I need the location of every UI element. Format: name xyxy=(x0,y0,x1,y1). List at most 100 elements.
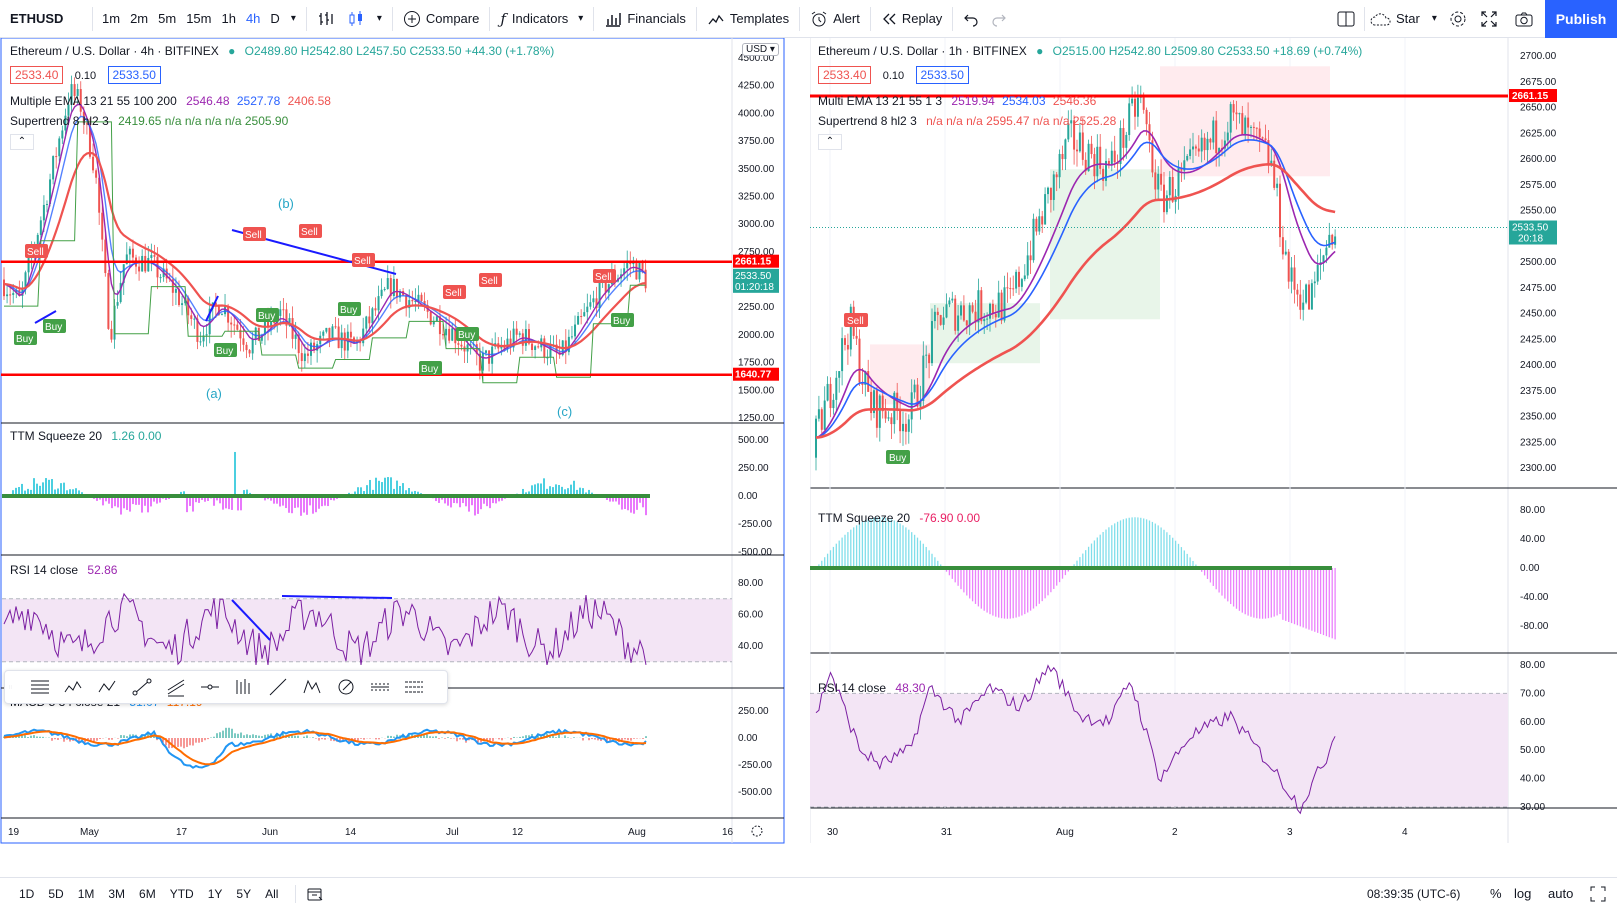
layout-button[interactable] xyxy=(1330,0,1362,38)
right-ema-legend[interactable]: Multi EMA 13 21 55 1 3 2519.94 2534.03 2… xyxy=(818,94,1096,108)
range-ytd[interactable]: YTD xyxy=(169,886,194,901)
right-bid-box[interactable]: 2533.40 xyxy=(818,66,872,84)
support-price-label: 1640.77 xyxy=(735,370,772,381)
left-chart[interactable]: 4500.00 4250.00 4000.00 3750.00 3500.00 3250.… xyxy=(0,38,810,877)
horizontal-ray-icon[interactable] xyxy=(199,676,221,698)
long-position-icon[interactable] xyxy=(403,676,425,698)
collapse-legend-button[interactable]: ⌃ xyxy=(10,134,34,150)
candle-style-button[interactable] xyxy=(341,0,371,38)
chart-type-dropdown[interactable]: ▾ xyxy=(371,0,388,38)
left-ttm-legend[interactable]: TTM Squeeze 20 1.26 0.00 xyxy=(10,429,161,443)
rewind-icon xyxy=(882,13,896,24)
price-axis-label: 2575.00 xyxy=(1520,180,1557,191)
percent-scale-toggle[interactable]: % xyxy=(1490,886,1502,901)
candle-body xyxy=(392,278,395,296)
bar-style-button[interactable] xyxy=(311,0,341,38)
replay-button[interactable]: Replay xyxy=(875,0,948,38)
candle-body xyxy=(907,419,910,432)
compare-button[interactable]: Compare xyxy=(397,0,485,38)
range-1m[interactable]: 1M xyxy=(77,886,95,901)
goto-date-icon[interactable] xyxy=(306,886,324,902)
price-axis-label: 4000.00 xyxy=(738,108,775,119)
interval-dropdown[interactable]: ▾ xyxy=(285,0,302,38)
templates-button[interactable]: Templates xyxy=(701,0,795,38)
indicators-button[interactable]: ƒ Indicators ▾ xyxy=(494,0,589,38)
rsi-axis-label: 70.00 xyxy=(1520,688,1545,699)
symbol-search[interactable]: ETHUSD xyxy=(10,11,64,26)
left-ask-box[interactable]: 2533.50 xyxy=(107,66,161,84)
range-5d[interactable]: 5D xyxy=(48,886,64,901)
alert-button[interactable]: Alert xyxy=(804,0,866,38)
interval-1m[interactable]: 1m xyxy=(102,11,121,26)
candle-body xyxy=(454,328,457,344)
fib-retracement-icon[interactable] xyxy=(29,676,51,698)
currency-label: USD xyxy=(746,44,768,55)
interval-15m[interactable]: 15m xyxy=(186,11,212,26)
regression-trend-icon[interactable] xyxy=(369,676,391,698)
left-bid-box[interactable]: 2533.40 xyxy=(10,66,64,84)
interval-1h[interactable]: 1h xyxy=(221,11,236,26)
interval-5m[interactable]: 5m xyxy=(158,11,177,26)
right-ask-box[interactable]: 2533.50 xyxy=(915,66,969,84)
range-5y[interactable]: 5Y xyxy=(236,886,252,901)
price-axis-label: 1250.00 xyxy=(738,413,775,424)
ema-13-line xyxy=(815,130,1336,439)
range-3m[interactable]: 3M xyxy=(108,886,126,901)
candle-body xyxy=(1131,98,1134,104)
range-1d[interactable]: 1D xyxy=(19,886,35,901)
left-supertrend-legend[interactable]: Supertrend 8 hl2 3 2419.65 n/a n/a n/a n… xyxy=(10,114,288,128)
chart-settings-gear-icon[interactable] xyxy=(751,825,763,837)
undo-button[interactable] xyxy=(957,0,985,38)
fixed-range-volume-icon[interactable] xyxy=(233,676,255,698)
interval-4h[interactable]: 4h xyxy=(245,11,261,26)
right-supertrend-legend[interactable]: Supertrend 8 hl2 3 n/a n/a n/a 2595.47 n… xyxy=(818,114,1116,128)
redo-button[interactable] xyxy=(985,0,1013,38)
collapse-legend-button[interactable]: ⌃ xyxy=(818,134,842,150)
candle-body xyxy=(890,417,893,425)
financials-button[interactable]: Financials xyxy=(598,0,692,38)
abcd-pattern-icon[interactable] xyxy=(97,676,119,698)
candle-body xyxy=(73,84,76,96)
candle-body xyxy=(1270,160,1273,165)
brush-icon[interactable] xyxy=(335,676,357,698)
candle-body xyxy=(829,383,832,409)
right-ttm-legend[interactable]: TTM Squeeze 20 -76.90 0.00 xyxy=(818,511,980,525)
elliott-wave-icon[interactable] xyxy=(63,676,85,698)
clock[interactable]: 08:39:35 (UTC-6) xyxy=(1367,886,1461,901)
candle-body xyxy=(55,156,58,158)
trend-line-icon[interactable] xyxy=(131,676,153,698)
candle-body xyxy=(577,316,580,325)
candle-body xyxy=(567,336,570,353)
fullscreen-corners-icon[interactable] xyxy=(1590,886,1606,902)
range-1y[interactable]: 1Y xyxy=(207,886,223,901)
drag-handle-icon[interactable] xyxy=(9,676,17,698)
log-scale-toggle[interactable]: log xyxy=(1514,886,1532,901)
right-chart[interactable]: 2700.00 2675.00 2650.00 2625.00 2600.00 2575.… xyxy=(810,38,1617,877)
publish-button[interactable]: Publish xyxy=(1545,0,1617,38)
candle-body xyxy=(365,316,368,329)
left-rsi-legend[interactable]: RSI 14 close 52.86 xyxy=(10,563,117,577)
left-ema-legend[interactable]: Multiple EMA 13 21 55 100 200 2546.48 25… xyxy=(10,94,331,108)
auto-scale-toggle[interactable]: auto xyxy=(1548,886,1574,901)
snapshot-button[interactable] xyxy=(1508,0,1540,38)
interval-2m[interactable]: 2m xyxy=(130,11,149,26)
fullscreen-button[interactable] xyxy=(1474,0,1504,38)
right-rsi-legend[interactable]: RSI 14 close 48.30 xyxy=(818,681,925,695)
settings-button[interactable] xyxy=(1442,0,1474,38)
candle-body xyxy=(460,344,463,347)
candle-body xyxy=(1229,104,1232,133)
interval-d[interactable]: D xyxy=(270,11,280,26)
star-button[interactable]: Star ▾ xyxy=(1364,0,1443,38)
ray-icon[interactable] xyxy=(267,676,289,698)
candle-body xyxy=(913,384,916,393)
xabcd-pattern-icon[interactable] xyxy=(301,676,323,698)
drawing-favorites-toolbar[interactable] xyxy=(4,670,448,704)
candle-body xyxy=(58,138,61,157)
sell-signal xyxy=(844,313,868,327)
range-6m[interactable]: 6M xyxy=(139,886,156,901)
candle-body xyxy=(1168,176,1171,196)
currency-selector[interactable]: USD ▾ xyxy=(742,43,779,56)
pitchfork-icon[interactable] xyxy=(165,676,187,698)
range-all[interactable]: All xyxy=(265,886,279,901)
ema-value-3: 2406.58 xyxy=(287,94,331,108)
